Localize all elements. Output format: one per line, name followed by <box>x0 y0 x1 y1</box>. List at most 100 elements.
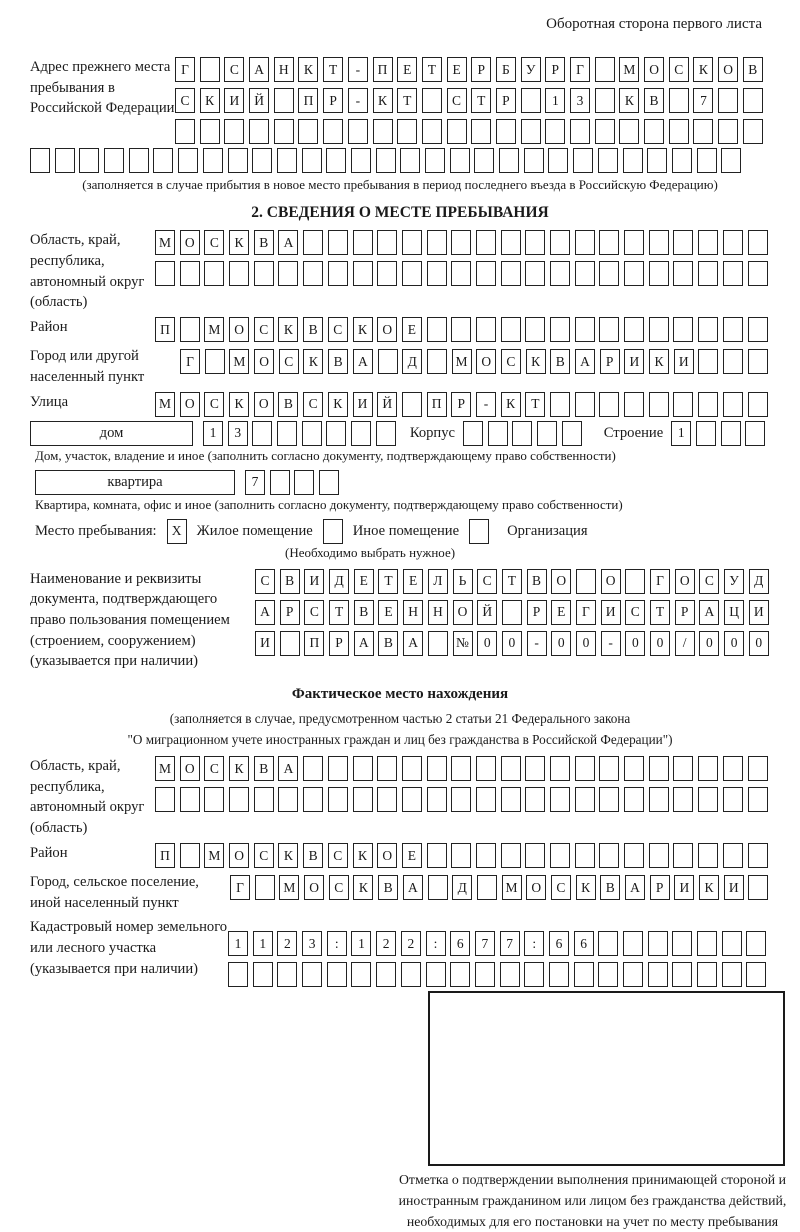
char-box[interactable]: А <box>278 230 299 256</box>
char-box[interactable]: К <box>327 391 348 417</box>
char-box[interactable] <box>254 874 275 900</box>
char-box[interactable]: Д <box>452 874 473 900</box>
char-box[interactable] <box>228 962 248 988</box>
char-box[interactable]: П <box>155 842 175 868</box>
char-box[interactable] <box>375 148 396 173</box>
char-box[interactable] <box>570 119 590 144</box>
char-box[interactable] <box>352 756 373 781</box>
char-box[interactable]: Й <box>249 88 270 113</box>
char-box[interactable]: К <box>352 842 373 868</box>
char-box[interactable] <box>594 57 615 82</box>
char-box[interactable] <box>644 119 665 144</box>
char-box[interactable] <box>401 230 422 256</box>
char-box[interactable]: Е <box>378 599 399 625</box>
char-box[interactable] <box>523 148 544 173</box>
char-box[interactable]: А <box>402 874 423 900</box>
char-box[interactable]: О <box>452 599 473 625</box>
char-box[interactable]: 3 <box>227 420 248 446</box>
char-box[interactable]: А <box>575 349 595 375</box>
char-box[interactable]: В <box>600 874 621 900</box>
char-box[interactable]: К <box>278 317 299 343</box>
char-box[interactable] <box>500 756 521 781</box>
char-box[interactable] <box>277 962 298 988</box>
char-box[interactable] <box>723 349 744 375</box>
char-box[interactable]: С <box>550 874 571 900</box>
char-box[interactable] <box>574 756 595 781</box>
char-box[interactable]: К <box>372 88 393 113</box>
char-box[interactable] <box>377 349 398 375</box>
char-box[interactable] <box>673 391 694 417</box>
char-box[interactable]: 2 <box>376 931 397 957</box>
char-box[interactable]: 0 <box>501 630 522 656</box>
char-box[interactable] <box>599 391 620 417</box>
char-box[interactable] <box>487 420 508 446</box>
char-box[interactable]: Д <box>329 568 350 594</box>
char-box[interactable] <box>30 148 50 173</box>
char-box[interactable]: Т <box>378 568 399 594</box>
char-box[interactable]: В <box>353 599 374 625</box>
char-box[interactable]: Й <box>377 391 398 417</box>
char-box[interactable]: Г <box>180 349 200 375</box>
char-box[interactable]: В <box>526 568 547 594</box>
char-box[interactable]: М <box>451 349 472 375</box>
char-box[interactable]: О <box>179 756 200 781</box>
char-box[interactable] <box>668 88 689 113</box>
char-box[interactable] <box>721 148 742 173</box>
char-box[interactable]: 2 <box>400 931 421 957</box>
char-box[interactable] <box>747 756 768 781</box>
char-box[interactable] <box>153 148 174 173</box>
char-box[interactable] <box>575 568 596 594</box>
char-box[interactable] <box>426 230 447 256</box>
char-box[interactable]: - <box>600 630 621 656</box>
char-box[interactable] <box>495 119 516 144</box>
char-box[interactable] <box>718 119 739 144</box>
char-box[interactable]: М <box>204 842 225 868</box>
char-box[interactable] <box>695 420 716 446</box>
char-box[interactable] <box>548 962 569 988</box>
char-box[interactable]: - <box>475 391 496 417</box>
char-box[interactable] <box>574 842 595 868</box>
char-box[interactable] <box>352 230 373 256</box>
char-box[interactable]: / <box>674 630 695 656</box>
char-box[interactable]: Р <box>323 88 344 113</box>
char-box[interactable]: Е <box>353 568 374 594</box>
char-box[interactable] <box>301 420 322 446</box>
char-box[interactable]: Е <box>401 317 422 343</box>
char-box[interactable]: 0 <box>650 630 670 656</box>
char-box[interactable]: И <box>673 349 694 375</box>
char-box[interactable] <box>647 962 668 988</box>
char-box[interactable] <box>179 842 200 868</box>
char-box[interactable]: 1 <box>671 420 692 446</box>
char-box[interactable] <box>672 931 693 957</box>
char-box[interactable]: С <box>304 599 325 625</box>
char-box[interactable] <box>574 261 595 287</box>
char-box[interactable]: О <box>179 391 200 417</box>
char-box[interactable] <box>79 148 100 173</box>
char-box[interactable] <box>648 842 669 868</box>
char-box[interactable]: Г <box>575 599 596 625</box>
char-box[interactable] <box>451 787 472 812</box>
char-box[interactable]: В <box>279 568 300 594</box>
char-box[interactable] <box>178 148 199 173</box>
char-box[interactable] <box>352 787 373 812</box>
char-box[interactable] <box>561 420 582 446</box>
char-box[interactable] <box>721 931 742 957</box>
char-box[interactable] <box>648 261 669 287</box>
char-box[interactable]: К <box>303 349 324 375</box>
char-box[interactable]: А <box>352 349 373 375</box>
char-box[interactable] <box>624 842 645 868</box>
char-box[interactable] <box>155 261 175 287</box>
char-box[interactable] <box>537 420 558 446</box>
char-box[interactable]: П <box>426 391 447 417</box>
char-box[interactable] <box>525 756 546 781</box>
char-box[interactable] <box>277 420 298 446</box>
char-box[interactable] <box>648 230 669 256</box>
char-box[interactable] <box>573 148 594 173</box>
char-box[interactable]: 0 <box>551 630 572 656</box>
char-box[interactable] <box>698 230 719 256</box>
char-box[interactable]: : <box>425 931 446 957</box>
char-box[interactable]: С <box>668 57 689 82</box>
char-box[interactable] <box>199 57 220 82</box>
char-box[interactable]: Е <box>551 599 572 625</box>
char-box[interactable]: 2 <box>277 931 298 957</box>
